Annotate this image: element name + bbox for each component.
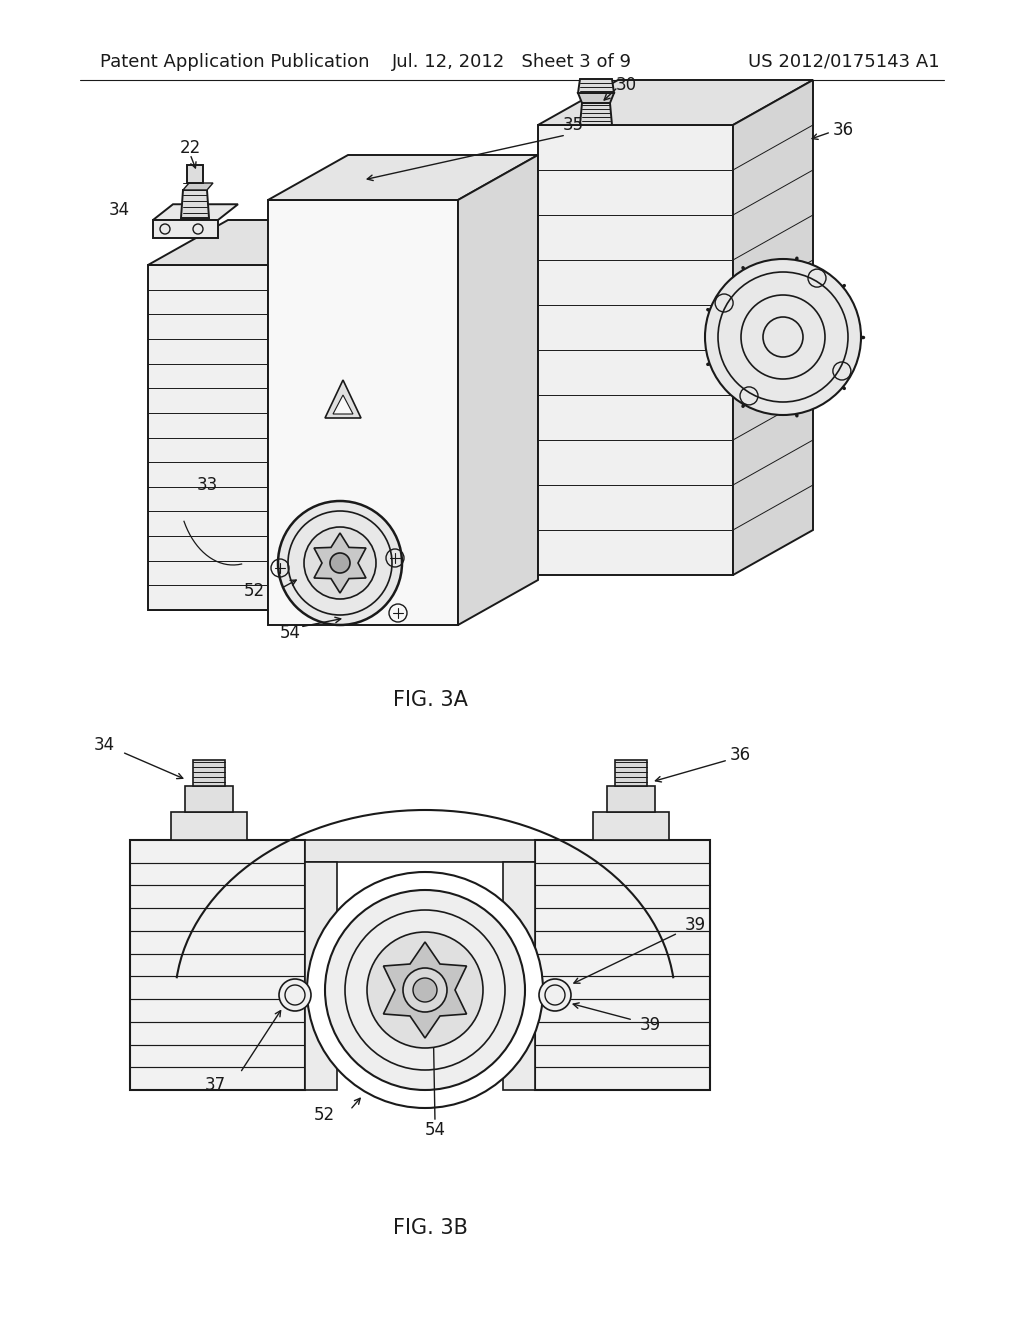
Circle shape xyxy=(278,502,402,624)
Text: 54: 54 xyxy=(280,624,300,642)
Circle shape xyxy=(367,932,483,1048)
Text: 52: 52 xyxy=(314,1106,335,1125)
Polygon shape xyxy=(148,220,348,265)
Bar xyxy=(615,760,647,785)
Circle shape xyxy=(330,553,350,573)
Circle shape xyxy=(403,968,447,1012)
Polygon shape xyxy=(538,81,813,125)
Circle shape xyxy=(279,979,311,1011)
Polygon shape xyxy=(181,190,209,218)
Bar xyxy=(193,760,224,785)
Polygon shape xyxy=(458,154,538,624)
Text: 35: 35 xyxy=(562,116,584,135)
Bar xyxy=(184,785,232,812)
Polygon shape xyxy=(538,125,733,576)
Text: Patent Application Publication: Patent Application Publication xyxy=(100,53,370,71)
Text: 34: 34 xyxy=(94,737,115,754)
Text: 52: 52 xyxy=(244,582,265,601)
Text: US 2012/0175143 A1: US 2012/0175143 A1 xyxy=(749,53,940,71)
Bar xyxy=(171,812,247,840)
Bar xyxy=(535,840,710,1090)
Polygon shape xyxy=(183,183,213,190)
Text: 33: 33 xyxy=(197,477,218,494)
Polygon shape xyxy=(268,220,348,610)
Polygon shape xyxy=(153,205,238,220)
Polygon shape xyxy=(153,220,218,238)
Text: Jul. 12, 2012   Sheet 3 of 9: Jul. 12, 2012 Sheet 3 of 9 xyxy=(392,53,632,71)
Bar xyxy=(305,840,535,862)
Circle shape xyxy=(413,978,437,1002)
Polygon shape xyxy=(333,395,353,414)
Polygon shape xyxy=(578,92,614,103)
Polygon shape xyxy=(268,201,458,624)
Text: 22: 22 xyxy=(179,139,201,157)
Polygon shape xyxy=(268,154,538,201)
Polygon shape xyxy=(383,942,467,1038)
Circle shape xyxy=(325,890,525,1090)
Text: 30: 30 xyxy=(615,77,637,94)
Polygon shape xyxy=(325,380,361,418)
Text: 37: 37 xyxy=(205,1076,225,1094)
Bar xyxy=(130,840,305,1090)
Circle shape xyxy=(539,979,571,1011)
Bar xyxy=(305,862,337,1090)
Polygon shape xyxy=(578,79,614,92)
Bar xyxy=(593,812,670,840)
Polygon shape xyxy=(314,533,366,593)
Text: FIG. 3B: FIG. 3B xyxy=(392,1218,467,1238)
Text: FIG. 3A: FIG. 3A xyxy=(392,690,467,710)
Text: 39: 39 xyxy=(640,1016,662,1034)
Polygon shape xyxy=(187,165,203,183)
Text: 36: 36 xyxy=(730,746,752,764)
Circle shape xyxy=(307,873,543,1107)
Circle shape xyxy=(304,527,376,599)
Text: 34: 34 xyxy=(109,201,130,219)
Text: 36: 36 xyxy=(833,121,854,139)
Polygon shape xyxy=(148,265,268,610)
Bar xyxy=(503,862,535,1090)
Polygon shape xyxy=(580,103,612,125)
Text: 54: 54 xyxy=(425,1121,445,1139)
Bar xyxy=(607,785,655,812)
Circle shape xyxy=(705,259,861,414)
Polygon shape xyxy=(733,81,813,576)
Text: 39: 39 xyxy=(685,916,707,935)
